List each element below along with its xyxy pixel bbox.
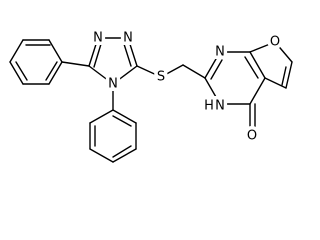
bond	[112, 148, 137, 163]
bond	[249, 41, 276, 53]
bond	[61, 61, 90, 67]
bond	[89, 148, 114, 163]
bond	[9, 39, 24, 63]
bond	[281, 66, 287, 86]
atom-label: S	[157, 70, 165, 85]
bond	[93, 43, 102, 68]
bond	[88, 65, 114, 85]
bond	[136, 65, 162, 78]
bond	[285, 61, 293, 89]
atom-label: N	[215, 45, 225, 60]
bond	[123, 43, 132, 67]
bond	[48, 39, 63, 63]
bond	[204, 51, 221, 79]
bond	[88, 37, 99, 67]
bond	[45, 61, 58, 81]
bond	[127, 37, 138, 67]
bond	[112, 65, 138, 85]
atom-label: N	[123, 31, 133, 46]
bond	[112, 115, 132, 127]
bond	[9, 61, 24, 85]
atom-labels: N N N S N O H N O	[90, 27, 284, 147]
bonds	[9, 37, 293, 163]
bond	[244, 56, 259, 79]
atom-label: N	[93, 31, 103, 46]
atom-label: N	[215, 99, 225, 114]
bond	[249, 51, 266, 79]
atom-label: O	[247, 129, 257, 144]
bond	[274, 41, 293, 63]
bond	[112, 145, 132, 158]
molecule-diagram: N N N S N O H N O	[9, 27, 293, 163]
bond	[89, 109, 114, 124]
bond	[182, 64, 206, 79]
bond	[112, 109, 137, 124]
bond	[48, 61, 63, 85]
atom-label: N	[108, 77, 118, 92]
bond	[264, 77, 287, 89]
bond	[160, 64, 184, 78]
bond	[249, 77, 266, 105]
bond	[204, 77, 221, 105]
atom-label: H	[204, 99, 214, 114]
bond	[210, 59, 223, 80]
bond	[15, 61, 28, 81]
atom-label: O	[270, 35, 280, 50]
